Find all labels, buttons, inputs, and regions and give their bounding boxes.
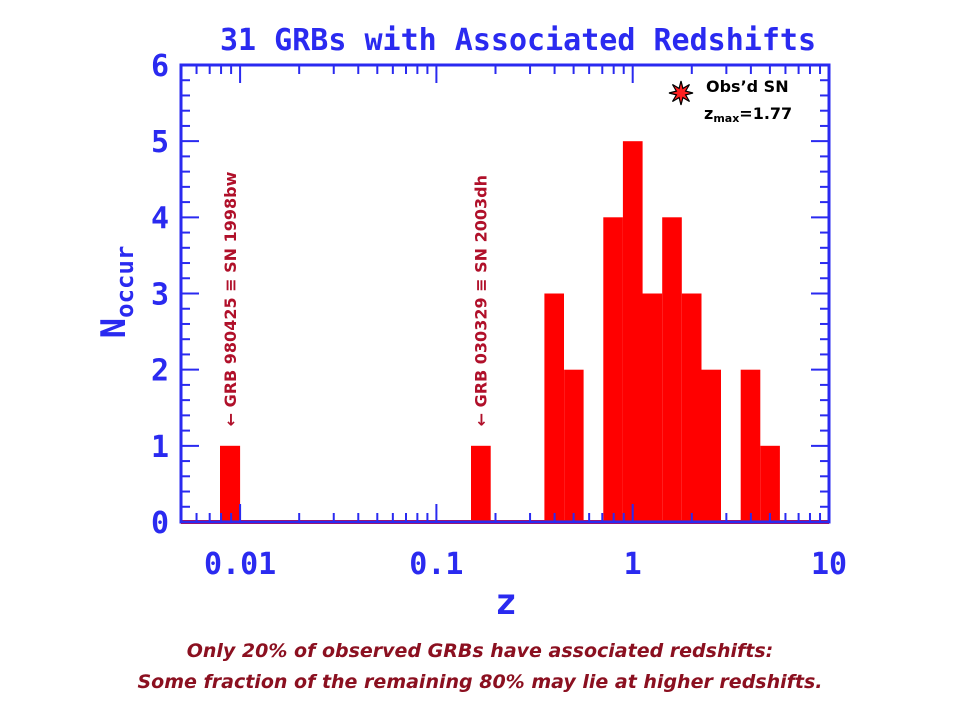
x-tick-label: 1 bbox=[624, 547, 642, 582]
x-tick-label: 0.1 bbox=[409, 547, 463, 582]
histogram-bar-8 bbox=[662, 217, 682, 523]
x-tick-label: 10 bbox=[811, 547, 847, 582]
histogram-bar-7 bbox=[642, 293, 663, 522]
y-axis-label-main: N bbox=[94, 318, 134, 338]
legend-zmax: zmax=1.77 bbox=[704, 104, 792, 125]
y-axis-label-subscript: occur bbox=[111, 246, 139, 318]
histogram-bar-9 bbox=[681, 293, 702, 522]
y-tick-label: 4 bbox=[151, 201, 169, 236]
legend-label: Obs’d SN bbox=[706, 77, 789, 96]
y-tick-labels: 0 1 2 3 4 5 6 bbox=[151, 49, 169, 541]
histogram-bar-5 bbox=[603, 217, 623, 523]
caption-line-2: Some fraction of the remaining 80% may l… bbox=[137, 671, 823, 693]
histogram-bar-2 bbox=[471, 445, 491, 522]
caption-line-1: Only 20% of observed GRBs have associate… bbox=[186, 640, 774, 662]
star-marker bbox=[668, 80, 694, 106]
y-tick-label: 0 bbox=[151, 506, 169, 541]
legend-zmax-value: =1.77 bbox=[739, 104, 792, 123]
legend-zmax-main: z bbox=[704, 104, 713, 123]
y-tick-label: 1 bbox=[151, 430, 169, 465]
legend-zmax-subscript: max bbox=[713, 112, 739, 125]
histogram-bars bbox=[220, 141, 780, 523]
y-tick-label: 5 bbox=[151, 125, 169, 160]
y-tick-label: 6 bbox=[151, 49, 169, 84]
histogram-bar-12 bbox=[760, 445, 780, 522]
y-tick-label: 3 bbox=[151, 278, 169, 313]
legend: Obs’d SN zmax=1.77 bbox=[668, 77, 792, 125]
chart-title: 31 GRBs with Associated Redshifts bbox=[220, 23, 816, 58]
annotation-1: ← GRB 980425 ≡ SN 1998bw bbox=[221, 171, 240, 426]
annotations: ← GRB 980425 ≡ SN 1998bw ← GRB 030329 ≡ S… bbox=[221, 171, 490, 426]
histogram-bar-3 bbox=[544, 293, 564, 522]
histogram-bar-6 bbox=[622, 141, 643, 522]
y-tick-label: 2 bbox=[151, 354, 169, 389]
annotation-2: ← GRB 030329 ≡ SN 2003dh bbox=[472, 175, 491, 426]
histogram-bar-4 bbox=[564, 369, 584, 522]
x-tick-labels: 0.01 0.1 1 10 bbox=[204, 547, 847, 582]
star-icon bbox=[668, 80, 694, 106]
histogram-bar-1 bbox=[220, 445, 241, 522]
y-axis-label: Noccur bbox=[94, 246, 139, 339]
plot-frame bbox=[179, 63, 831, 524]
histogram-bar-10 bbox=[701, 369, 721, 522]
x-tick-label: 0.01 bbox=[204, 547, 276, 582]
histogram-bar-11 bbox=[740, 369, 761, 522]
axis-ticks bbox=[180, 64, 829, 523]
x-axis-label: z bbox=[495, 582, 517, 623]
